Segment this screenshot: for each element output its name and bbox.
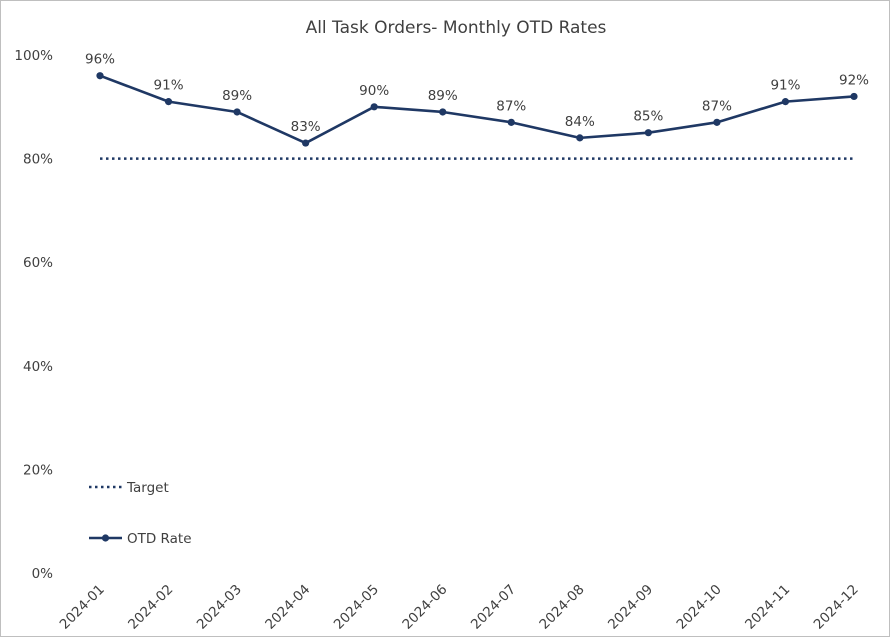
legend: Target OTD Rate bbox=[89, 480, 192, 547]
x-tick-label: 2024-10 bbox=[674, 582, 725, 633]
x-tick-label: 2024-11 bbox=[742, 582, 793, 633]
otd-rate-point bbox=[233, 108, 241, 116]
x-tick-label: 2024-08 bbox=[536, 582, 587, 633]
series-area: 96% 91% 89% 83% 90% 89% 87% 84% 85% 87% 91% 92% bbox=[85, 52, 869, 160]
y-tick-label: 60% bbox=[23, 255, 53, 271]
otd-rate-point bbox=[576, 134, 584, 142]
y-tick-label: 0% bbox=[32, 566, 54, 582]
otd-rate-point bbox=[439, 108, 447, 116]
y-tick-label: 20% bbox=[23, 462, 53, 478]
x-tick-label: 2024-06 bbox=[399, 582, 450, 633]
legend-target-label: Target bbox=[126, 480, 169, 496]
otd-rate-data-label: 90% bbox=[359, 83, 389, 99]
otd-rate-point bbox=[370, 103, 378, 111]
otd-rate-data-label: 96% bbox=[85, 52, 115, 68]
otd-rate-point bbox=[302, 139, 310, 147]
x-tick-label: 2024-02 bbox=[125, 582, 176, 633]
otd-rate-data-label: 91% bbox=[154, 78, 184, 94]
otd-rate-series-line bbox=[99, 74, 855, 145]
otd-rate-point bbox=[507, 118, 515, 126]
x-tick-label: 2024-12 bbox=[811, 582, 862, 633]
x-tick-label: 2024-05 bbox=[331, 582, 382, 633]
otd-rate-data-label: 87% bbox=[702, 98, 732, 114]
otd-rate-data-label: 83% bbox=[291, 119, 321, 135]
x-tick-label: 2024-07 bbox=[468, 582, 519, 633]
otd-rate-point bbox=[781, 98, 790, 106]
x-tick-label: 2024-01 bbox=[57, 582, 108, 633]
otd-rate-point bbox=[850, 92, 858, 101]
y-tick-label: 40% bbox=[23, 359, 53, 375]
otd-rate-data-label: 89% bbox=[428, 88, 458, 104]
otd-rate-point bbox=[713, 118, 721, 126]
otd-rate-data-label: 91% bbox=[770, 78, 800, 94]
x-tick-label: 2024-04 bbox=[262, 582, 313, 633]
y-axis: 0% 20% 40% 60% 80% 100% bbox=[14, 48, 53, 582]
y-tick-label: 100% bbox=[14, 48, 53, 64]
x-axis: 2024-01 2024-02 2024-03 2024-04 2024-05 2024-… bbox=[57, 582, 862, 633]
legend-otd-swatch-marker bbox=[101, 534, 110, 542]
chart-title: All Task Orders- Monthly OTD Rates bbox=[306, 18, 607, 38]
otd-rate-data-label: 87% bbox=[496, 98, 526, 114]
otd-rate-data-label: 89% bbox=[222, 88, 252, 104]
otd-rate-point bbox=[644, 129, 652, 137]
otd-rate-data-label: 92% bbox=[839, 72, 869, 88]
otd-rate-data-label: 85% bbox=[633, 109, 663, 125]
otd-rate-point bbox=[164, 98, 173, 106]
legend-otd-label: OTD Rate bbox=[127, 531, 192, 547]
y-tick-label: 80% bbox=[23, 152, 53, 168]
otd-rate-point bbox=[96, 72, 104, 80]
x-tick-label: 2024-03 bbox=[194, 582, 245, 633]
otd-rate-data-label: 84% bbox=[565, 114, 595, 130]
x-tick-label: 2024-09 bbox=[605, 582, 656, 633]
